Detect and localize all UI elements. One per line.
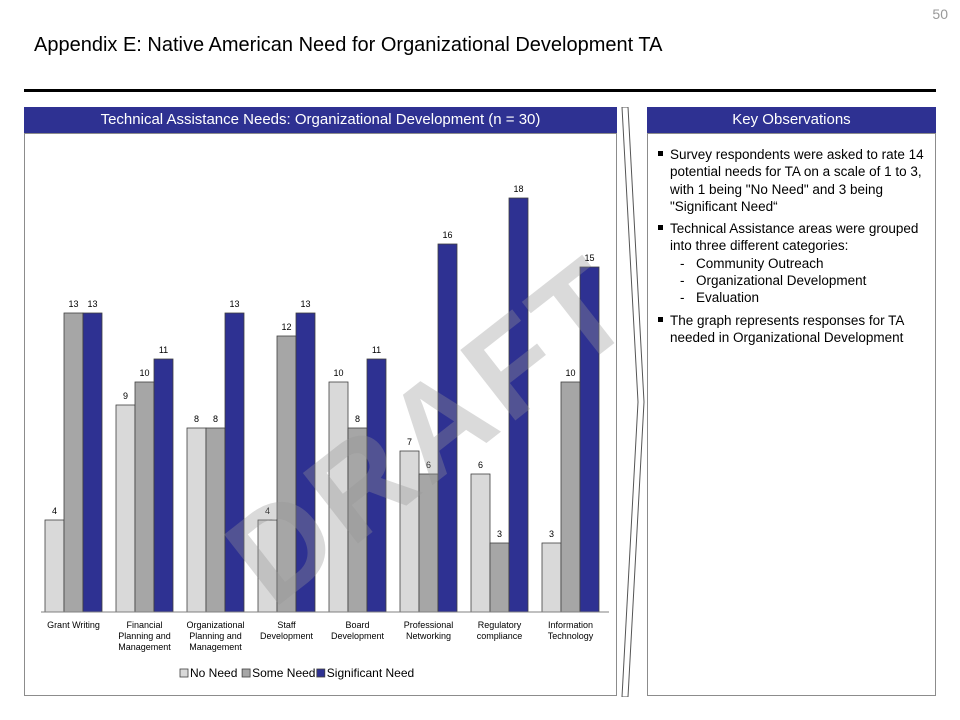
category-label-line: Board (345, 620, 369, 630)
category-label-line: Development (260, 631, 314, 641)
data-label: 4 (52, 506, 57, 516)
category-label-line: Organizational (186, 620, 244, 630)
data-label: 6 (426, 460, 431, 470)
category-label: Board Development (331, 620, 385, 641)
data-label: 10 (333, 368, 343, 378)
data-label: 3 (549, 529, 554, 539)
bar (153, 358, 174, 613)
observation-text: Technical Assistance areas were grouped … (670, 221, 919, 254)
data-label: 13 (300, 299, 310, 309)
bar (579, 266, 600, 613)
chart-panel: 4 13 13 Grant Writing 9 10 11 Financial Planning… (24, 133, 617, 696)
category-label-line: Information (548, 620, 593, 630)
bar (186, 427, 207, 613)
bar (205, 427, 226, 613)
bar (470, 473, 491, 613)
data-label: 7 (407, 437, 412, 447)
category-label-line: Planning and (118, 631, 171, 641)
bar (418, 473, 439, 613)
observation-bullet: Survey respondents were asked to rate 14… (656, 146, 927, 215)
category-label: Organizational Planning and Management (186, 620, 244, 652)
data-label: 13 (68, 299, 78, 309)
category-label-line: compliance (477, 631, 523, 641)
bar (399, 450, 420, 613)
observation-bullet: The graph represents responses for TA ne… (656, 312, 927, 347)
category-item: Community Outreach (670, 255, 927, 273)
legend-label: Some Need (252, 666, 315, 680)
data-label: 9 (123, 391, 128, 401)
observation-bullet: Technical Assistance areas were grouped … (656, 220, 927, 307)
page-number: 50 (932, 6, 948, 22)
category-label: Professional Networking (404, 620, 454, 641)
data-label: 15 (584, 253, 594, 263)
category-label-line: Development (331, 631, 385, 641)
observations-list: Survey respondents were asked to rate 14… (656, 146, 927, 351)
bar (366, 358, 387, 613)
bar (276, 335, 297, 613)
data-label: 13 (229, 299, 239, 309)
bar (63, 312, 84, 613)
observation-text: Survey respondents were asked to rate 14… (670, 147, 924, 214)
bar (115, 404, 136, 613)
bar (560, 381, 581, 613)
bar (82, 312, 103, 613)
category-label-line: Management (118, 642, 171, 652)
category-label: Regulatory compliance (477, 620, 523, 641)
bar (489, 542, 510, 613)
data-label: 8 (194, 414, 199, 424)
data-label: 18 (513, 184, 523, 194)
observations-panel: Survey respondents were asked to rate 14… (647, 133, 936, 696)
data-label: 10 (565, 368, 575, 378)
category-item: Organizational Development (670, 272, 927, 290)
bar (347, 427, 368, 613)
data-label: 13 (87, 299, 97, 309)
data-label: 12 (281, 322, 291, 332)
bar (541, 542, 562, 613)
data-label: 11 (372, 345, 381, 355)
bar (328, 381, 349, 613)
category-label-line: Networking (406, 631, 451, 641)
data-label: 16 (442, 230, 452, 240)
flow-arrow-icon (621, 107, 645, 697)
bar (437, 243, 458, 613)
bar (44, 519, 65, 613)
observation-text: The graph represents responses for TA ne… (670, 312, 904, 345)
category-sublist: Community Outreach Organizational Develo… (670, 255, 927, 307)
legend-swatch (241, 668, 251, 678)
data-label: 8 (355, 414, 360, 424)
legend-label: No Need (190, 666, 237, 680)
chart-panel-header: Technical Assistance Needs: Organization… (24, 107, 617, 133)
category-label: Information Technology (548, 620, 594, 641)
data-label: 6 (478, 460, 483, 470)
category-label-line: Professional (404, 620, 454, 630)
category-item: Evaluation (670, 289, 927, 307)
bar (134, 381, 155, 613)
data-label: 8 (213, 414, 218, 424)
legend-label: Significant Need (327, 666, 414, 680)
data-label: 11 (159, 345, 168, 355)
data-label: 10 (139, 368, 149, 378)
category-label-line: Grant Writing (47, 620, 100, 630)
page-title: Appendix E: Native American Need for Org… (34, 34, 663, 56)
data-label: 4 (265, 506, 270, 516)
category-label: Grant Writing (47, 620, 100, 630)
category-label: Staff Development (260, 620, 314, 641)
bar (295, 312, 316, 613)
category-label-line: Planning and (189, 631, 242, 641)
category-label-line: Financial (126, 620, 162, 630)
category-label-line: Technology (548, 631, 594, 641)
category-label-line: Regulatory (478, 620, 522, 630)
category-label: Financial Planning and Management (118, 620, 171, 652)
bar (257, 519, 278, 613)
bar (224, 312, 245, 613)
observations-header: Key Observations (647, 107, 936, 133)
bar (508, 197, 529, 613)
category-label-line: Management (189, 642, 242, 652)
title-divider (24, 89, 936, 92)
legend-swatch (179, 668, 189, 678)
data-label: 3 (497, 529, 502, 539)
legend-swatch (316, 668, 326, 678)
category-label-line: Staff (277, 620, 296, 630)
